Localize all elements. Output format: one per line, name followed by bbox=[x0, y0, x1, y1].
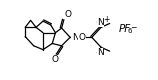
Text: N: N bbox=[97, 18, 104, 27]
Text: N: N bbox=[72, 33, 78, 42]
Text: N: N bbox=[97, 48, 104, 57]
Text: PF: PF bbox=[119, 24, 131, 34]
Text: −: − bbox=[131, 23, 137, 32]
Text: 6: 6 bbox=[128, 28, 132, 34]
Text: +: + bbox=[103, 15, 110, 24]
Text: O: O bbox=[52, 55, 59, 64]
Text: O: O bbox=[78, 33, 85, 42]
Text: O: O bbox=[65, 10, 72, 19]
